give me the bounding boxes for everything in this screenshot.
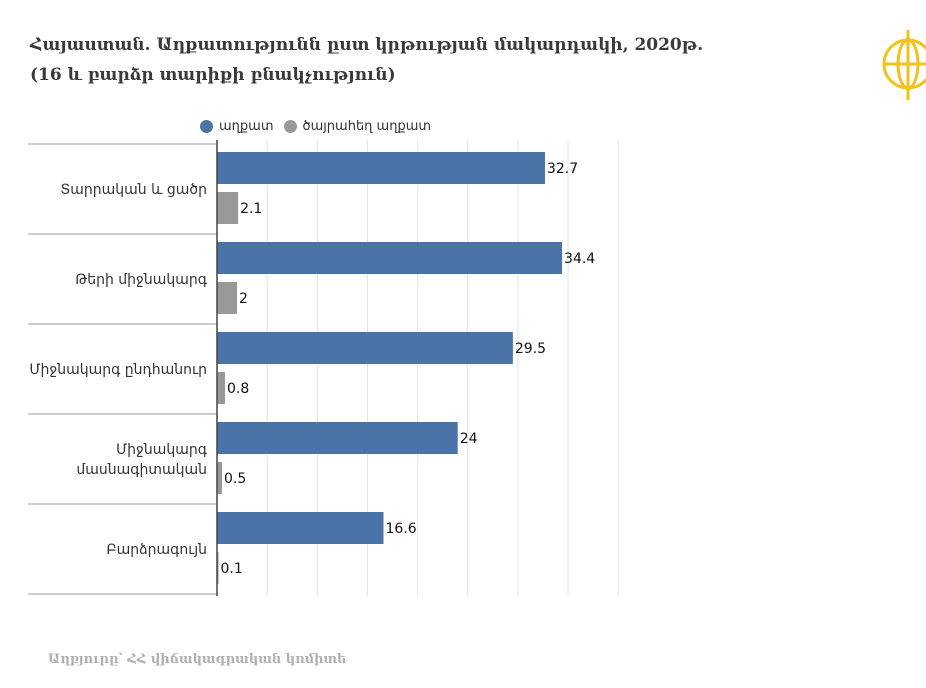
legend-label-extreme: ծայրահեղ աղքատ [302,119,432,134]
legend-swatch-poor [200,120,213,133]
bar [217,512,384,544]
chart-title: Հայաստան. Աղքատությունն ըստ կրթության մա… [30,30,830,90]
data-label: 0.5 [224,471,246,487]
chart-title-line2: (16 և բարձր տարիքի բնակչություն) [30,65,396,85]
data-label: 32.7 [547,161,578,177]
bar [217,372,226,404]
data-label: 29.5 [515,341,546,357]
category-label: Տարրական և ցածր [60,182,207,198]
data-label: 16.6 [385,521,416,537]
source-note: Աղբյուրը՝ ՀՀ վիճակագրական կոմիտե [48,652,347,667]
legend-swatch-extreme [283,120,297,133]
data-label: 0.1 [221,561,243,577]
data-label: 0.8 [227,381,249,397]
category-label: Միջնակարգ ընդհանուր [29,362,207,378]
chart-title-line1: Հայաստան. Աղքատությունն ըստ կրթության մա… [30,35,704,55]
data-label: 2.1 [240,201,262,217]
data-label: 2 [239,291,248,307]
data-label: 24 [460,431,478,447]
category-label: Բարձրագույն [106,542,207,558]
category-label: Միջնակարգ [116,442,208,458]
bar [217,332,513,364]
bar [217,282,238,314]
data-label: 34.4 [564,251,595,267]
bar [217,152,545,184]
bar [217,192,239,224]
category-label: մասնագիտական [76,462,207,478]
bar [217,242,563,274]
bar [217,422,458,454]
legend: աղքատ ծայրահեղ աղքատ [200,119,441,134]
bar [217,462,223,494]
category-label: Թերի միջնակարգ [75,272,208,288]
legend-label-poor: աղքատ [219,119,274,134]
legend-item-extreme: ծայրահեղ աղքատ [283,119,432,134]
legend-item-poor: աղքատ [200,119,274,134]
globe-emblem-icon [882,30,926,100]
